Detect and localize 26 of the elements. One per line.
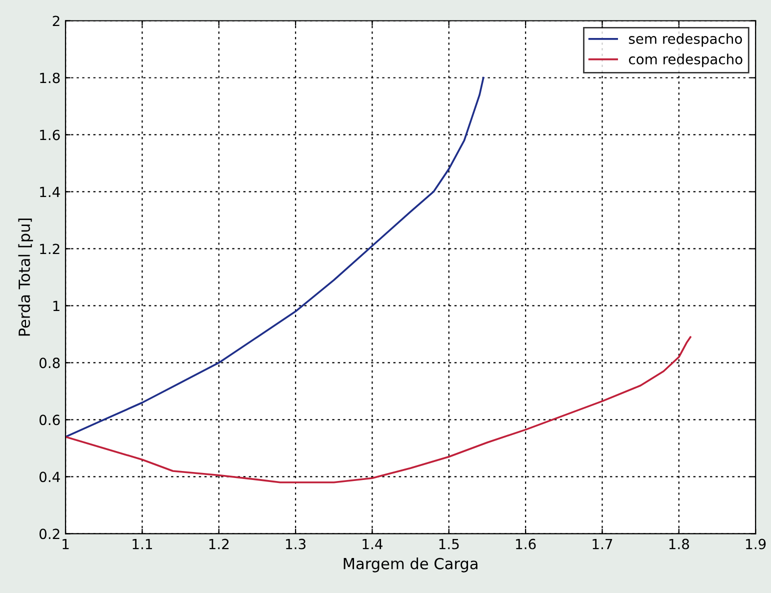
y-tick-label: 1 xyxy=(53,300,60,311)
y-tick-label: 0.8 xyxy=(40,358,60,368)
line-series xyxy=(66,76,484,438)
x-tick-label: 1.3 xyxy=(286,538,306,550)
y-axis-title: Perda Total [pu] xyxy=(18,218,34,336)
y-tick-label: 0.2 xyxy=(40,528,60,540)
legend-label: sem redespacho xyxy=(628,33,742,47)
y-tick-label: 2 xyxy=(52,16,60,26)
y-tick-label: 1.6 xyxy=(40,130,60,140)
x-tick-label: 1.9 xyxy=(746,538,766,550)
y-tick-label: 1.8 xyxy=(40,72,60,84)
y-tick-label: 1.2 xyxy=(40,244,60,254)
x-tick-label: 1.8 xyxy=(669,538,689,550)
x-axis-title: Margem de Carga xyxy=(344,558,478,572)
x-tick-label: 1.6 xyxy=(516,538,536,550)
x-tick-label: 1.1 xyxy=(132,538,152,550)
x-tick-label: 1.5 xyxy=(439,538,459,550)
y-tick-label: 1.4 xyxy=(40,186,60,198)
x-tick-label: 1.4 xyxy=(362,538,382,550)
y-tick-label: 0.4 xyxy=(40,472,60,482)
x-tick-label: 1 xyxy=(62,538,69,550)
x-tick-label: 1.2 xyxy=(209,538,229,550)
x-tick-label: 1.7 xyxy=(592,538,612,550)
line-series xyxy=(66,336,692,484)
legend-label: com redespacho xyxy=(628,54,742,68)
y-tick-label: 0.6 xyxy=(40,414,60,426)
